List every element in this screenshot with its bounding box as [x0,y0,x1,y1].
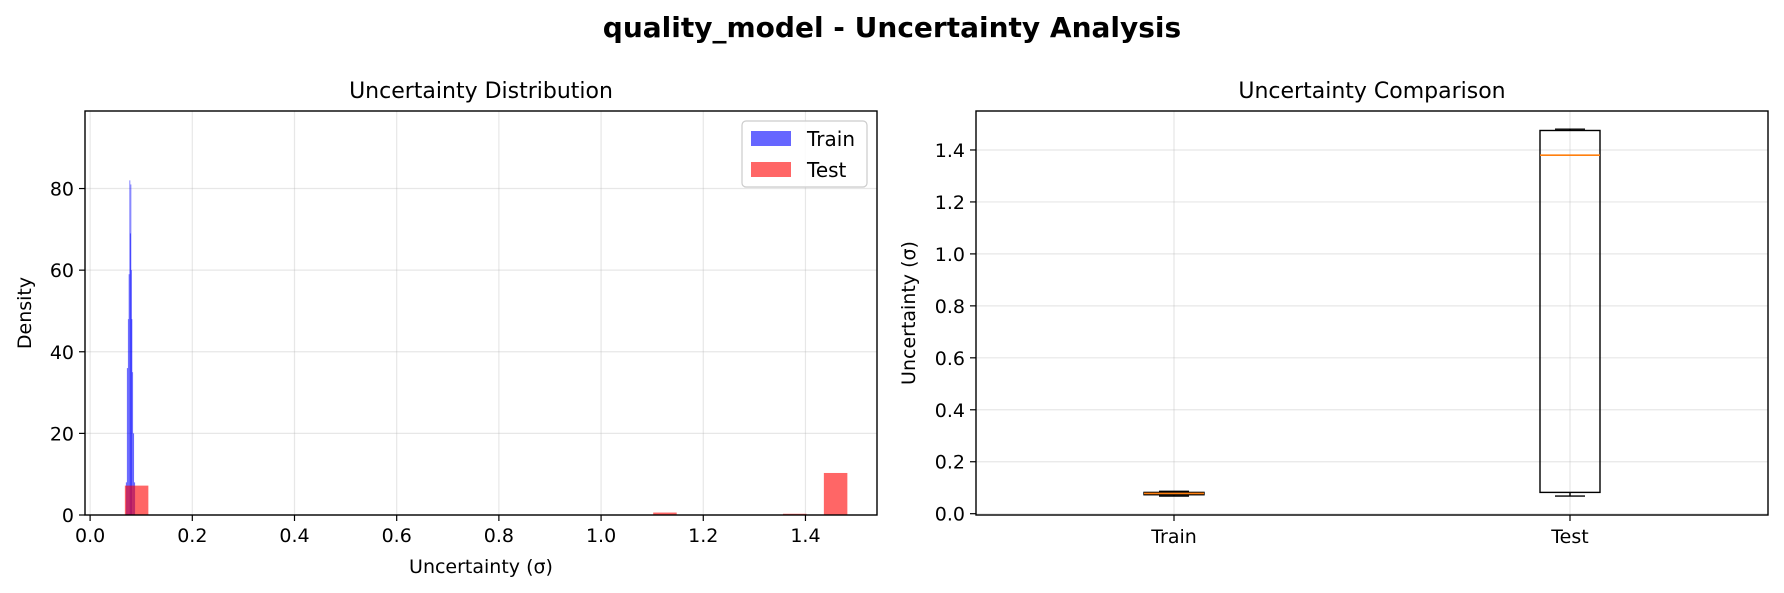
y-axis-label: Density [14,277,36,349]
axes-frame [975,110,1769,516]
histogram-panel: 0.0 0.2 0.4 0.6 0.8 1.0 1.2 1.4 0 20 40 60 80 Uncerta… [14,79,878,578]
y-tick-label: 0.0 [935,504,965,526]
axes-frame [84,110,878,516]
y-tick-label: 0.6 [935,348,965,370]
y-tick-label: 60 [50,260,74,282]
y-tick-label: 40 [50,342,74,364]
y-tick-label: 1.4 [935,140,965,162]
x-tick-label: 0.4 [279,525,309,547]
y-tick-label: 0.2 [935,452,965,474]
histogram-bar-train [129,180,131,516]
y-tick-label: 0.4 [935,400,965,422]
x-tick-label: 0.2 [177,525,207,547]
box-body [1539,129,1601,494]
histogram-bar-train [130,270,132,515]
histogram-bar-train [130,184,132,516]
x-tick-label: 1.4 [790,525,820,547]
histogram-bar-train [127,319,129,515]
histogram-bar-train [132,372,134,515]
x-tick-label: 0.6 [382,525,412,547]
x-tick-label: 0.0 [75,525,105,547]
chart-title: Uncertainty Comparison [1238,79,1505,104]
x-tick-label: 1.0 [586,525,616,547]
y-tick-label: 1.2 [935,192,965,214]
histogram-bar-train [129,233,131,515]
legend: Train Test [741,120,868,188]
histogram-bar-train [133,433,135,515]
y-axis-label: Uncertainty (σ) [898,241,920,385]
histogram-bar-train [126,368,128,515]
box-test [1539,128,1601,497]
histogram-bar-test [653,512,677,515]
x-tick-label: Test [1550,526,1588,548]
y-tick-label: 20 [50,423,74,445]
legend-swatch-test [751,162,791,177]
y-tick-label: 0 [62,505,74,527]
histogram-bar-test [124,485,149,515]
box-train [1143,490,1205,497]
x-axis-label: Uncertainty (σ) [409,556,553,578]
chart-title: Uncertainty Distribution [349,79,613,104]
x-tick-label: Train [1150,526,1197,548]
legend-swatch-train [751,131,791,146]
y-tick-label: 80 [50,179,74,201]
legend-label-train: Train [806,127,855,151]
y-tick-label: 1.0 [935,244,965,266]
x-tick-label: 1.2 [688,525,718,547]
histogram-bar-train [128,274,130,515]
histogram-bar-train [131,319,133,515]
figure-title: quality_model - Uncertainty Analysis [603,11,1181,44]
legend-label-test: Test [806,158,847,182]
boxplot-panel: Train Test 0.0 0.2 0.4 0.6 0.8 1.0 1.2 1.4 Uncerta… [898,79,1769,548]
y-tick-label: 0.8 [935,296,965,318]
x-tick-label: 0.8 [484,525,514,547]
histogram-bar-test [823,472,848,515]
